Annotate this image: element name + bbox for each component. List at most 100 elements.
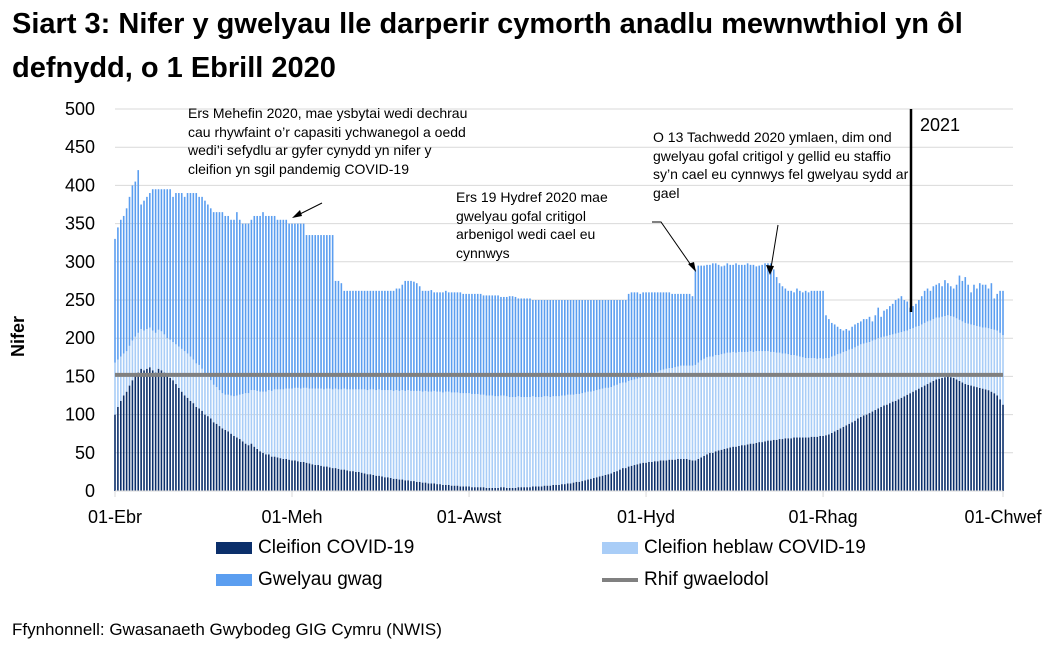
bar-non-covid [714, 355, 717, 452]
bar-empty [526, 298, 528, 398]
bar-empty [764, 263, 766, 352]
bar-non-covid [703, 358, 705, 456]
bar-covid [511, 487, 514, 491]
bar-empty [244, 223, 247, 394]
bar-covid [764, 441, 766, 491]
bar-covid [807, 437, 810, 491]
bar-covid [595, 477, 598, 491]
bar-non-covid [224, 394, 227, 430]
bar-empty [912, 306, 914, 329]
bar-empty [404, 280, 406, 391]
annotation-specialist-beds: Ers 19 Hydref 2020 mae gwelyau gofal cri… [456, 189, 608, 261]
bar-covid [622, 468, 624, 491]
bar-covid [416, 481, 418, 491]
bar-empty [918, 300, 920, 326]
bar-covid [682, 458, 685, 491]
bar-covid [331, 468, 334, 491]
bar-covid [137, 372, 140, 491]
bar-non-covid [685, 365, 688, 459]
bar-non-covid [767, 351, 769, 441]
bar-empty [151, 189, 154, 331]
bar-empty [392, 290, 395, 391]
bar-non-covid [485, 395, 488, 488]
bar-empty [799, 290, 801, 357]
bar-empty [401, 284, 404, 391]
annotation-arrow-2 [652, 221, 696, 272]
bar-empty [961, 280, 964, 322]
bar-covid [247, 445, 250, 491]
bar-empty [857, 322, 859, 346]
bar-empty [575, 300, 578, 394]
bar-empty [236, 212, 238, 396]
bar-non-covid [746, 351, 749, 445]
bar-covid [488, 487, 491, 491]
bar-empty [134, 181, 137, 337]
bar-empty [114, 238, 116, 363]
bar-empty [372, 290, 375, 390]
bar-covid [781, 439, 784, 491]
bar-covid [578, 481, 581, 491]
bar-covid [627, 466, 630, 491]
bar-empty [331, 235, 334, 390]
annotation-year-2021: 2021 [920, 115, 961, 135]
bar-covid [926, 384, 929, 491]
bar-empty [482, 295, 485, 395]
bar-non-covid [706, 357, 708, 455]
bar-empty [717, 264, 720, 356]
bar-empty [566, 300, 569, 395]
bar-non-covid [175, 344, 177, 385]
bar-non-covid [967, 323, 969, 385]
bar-empty [215, 212, 218, 388]
bar-covid [828, 434, 830, 491]
bar-empty [456, 292, 459, 393]
bar-non-covid [958, 319, 961, 381]
bar-empty [328, 235, 331, 389]
bar-non-covid [262, 391, 264, 453]
bar-non-covid [297, 387, 299, 462]
bar-covid [442, 484, 444, 491]
bar-covid [189, 400, 192, 491]
bar-empty [941, 286, 943, 317]
bar-non-covid [830, 356, 833, 433]
bar-non-covid [381, 390, 383, 477]
bar-empty [680, 293, 682, 366]
bar-covid [569, 483, 572, 491]
bar-empty [241, 223, 244, 394]
bar-covid [845, 425, 848, 491]
bar-covid [384, 477, 386, 491]
bar-non-covid [355, 389, 357, 472]
bar-covid [471, 487, 473, 491]
bar-non-covid [732, 351, 734, 447]
bar-non-covid [114, 362, 116, 415]
bar-covid [259, 451, 261, 491]
bar-empty [398, 288, 401, 391]
y-tick-label: 100 [65, 405, 95, 425]
bar-non-covid [125, 351, 128, 392]
bar-empty [848, 330, 850, 350]
bar-empty [314, 235, 317, 389]
bar-covid [889, 403, 891, 491]
bar-empty [204, 200, 206, 374]
bar-non-covid [503, 395, 505, 488]
bar-non-covid [796, 355, 798, 438]
legend-covid: Cleifion COVID-19 [216, 537, 414, 559]
bar-covid [378, 475, 380, 491]
bar-non-covid [447, 391, 450, 485]
bar-empty [619, 300, 621, 384]
bar-non-covid [392, 390, 395, 479]
bar-covid [996, 395, 998, 491]
bar-non-covid [134, 336, 137, 377]
bar-covid [256, 448, 258, 491]
bar-empty [578, 300, 581, 394]
bar-empty [209, 208, 212, 381]
bar-covid [987, 390, 990, 491]
bar-non-covid [256, 390, 258, 449]
bar-empty [468, 293, 470, 394]
bar-covid [340, 469, 343, 491]
bar-empty [418, 286, 421, 391]
bar-covid [775, 439, 778, 491]
bar-empty [775, 277, 778, 353]
bar-covid [534, 486, 537, 491]
bar-covid [337, 468, 340, 491]
bar-empty [201, 196, 203, 369]
